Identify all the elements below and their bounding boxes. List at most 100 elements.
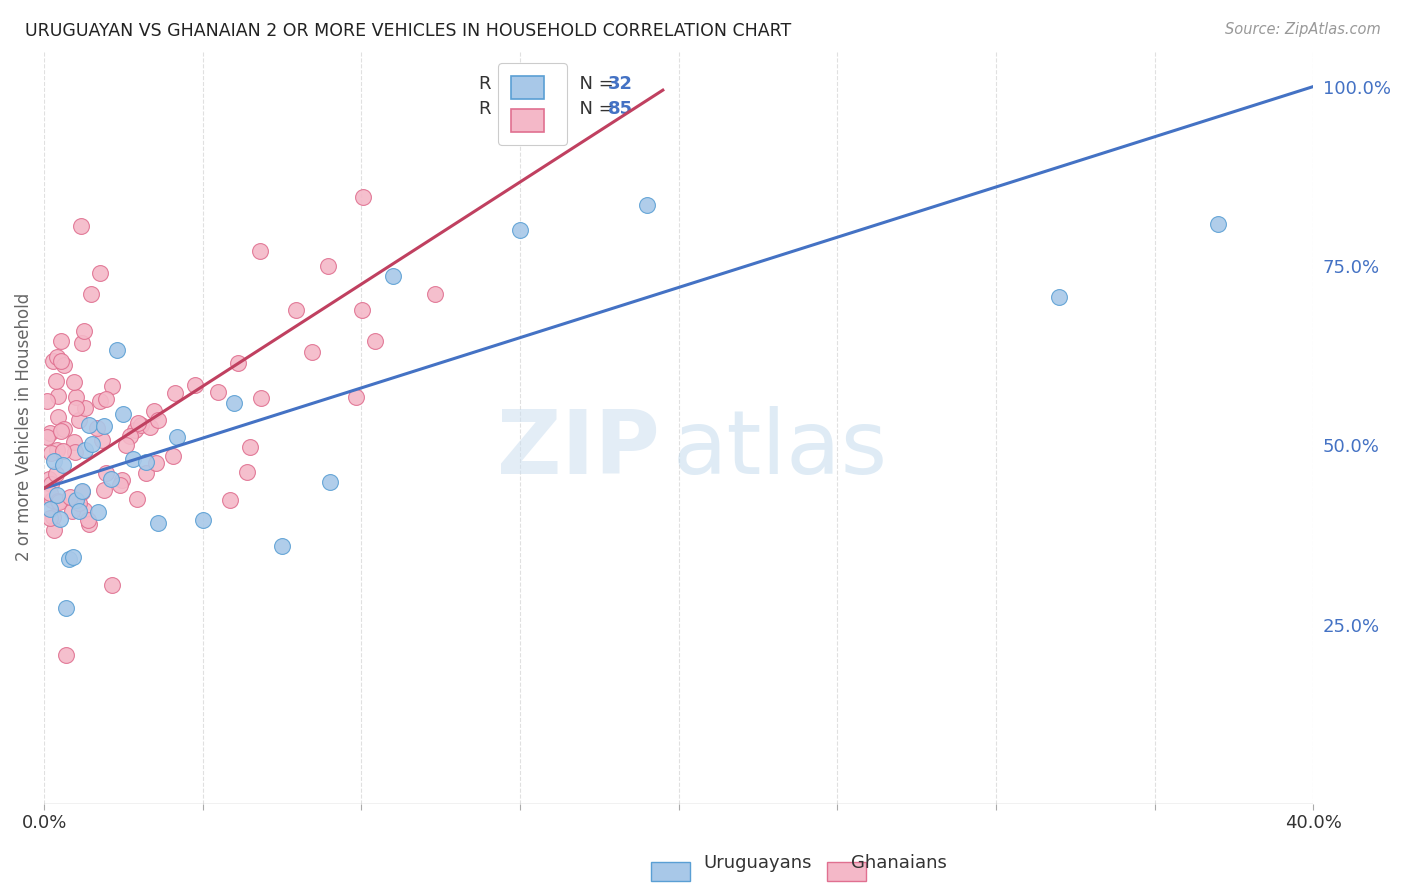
Point — [352, 303, 374, 318]
Point — [58, 552, 80, 566]
Point — [44, 523, 66, 537]
Point — [191, 513, 214, 527]
Point — [62, 550, 84, 565]
Point — [65, 401, 87, 416]
Text: R =: R = — [479, 75, 519, 93]
Point — [344, 390, 367, 404]
Point — [239, 440, 262, 454]
Point — [45, 467, 67, 482]
Point — [352, 190, 374, 204]
Text: 0.403: 0.403 — [512, 100, 568, 118]
Point — [46, 389, 69, 403]
Text: R =: R = — [479, 100, 519, 118]
Point — [250, 392, 273, 406]
Point — [636, 198, 658, 212]
Point — [148, 516, 170, 530]
Point — [93, 483, 115, 497]
Point — [127, 417, 149, 431]
Point — [45, 374, 67, 388]
Point — [39, 477, 62, 491]
Point — [108, 478, 131, 492]
Point — [120, 428, 142, 442]
Point — [111, 473, 134, 487]
Point — [94, 392, 117, 407]
Point — [37, 430, 59, 444]
Point — [226, 356, 249, 370]
Point — [166, 430, 188, 444]
Point — [105, 343, 128, 358]
Point — [38, 511, 60, 525]
Point — [49, 424, 72, 438]
Point — [70, 483, 93, 498]
Point — [55, 600, 77, 615]
Point — [135, 455, 157, 469]
Point — [72, 324, 94, 338]
Point — [115, 438, 138, 452]
Point — [1049, 290, 1071, 304]
Point — [207, 384, 229, 399]
Point — [62, 434, 84, 449]
Point — [285, 303, 308, 318]
Point — [271, 539, 294, 553]
Point — [318, 475, 340, 489]
Y-axis label: 2 or more Vehicles in Household: 2 or more Vehicles in Household — [15, 293, 32, 561]
Point — [45, 488, 67, 502]
Point — [69, 496, 91, 510]
Point — [73, 503, 96, 517]
Point — [55, 648, 77, 662]
Point — [316, 259, 339, 273]
Point — [39, 501, 62, 516]
Point — [146, 412, 169, 426]
Point — [75, 401, 97, 416]
Point — [89, 266, 111, 280]
Text: 32: 32 — [607, 75, 633, 93]
Point — [76, 513, 98, 527]
Point — [100, 379, 122, 393]
Point — [52, 444, 75, 458]
Point — [509, 223, 531, 237]
Point — [39, 446, 62, 460]
Point — [60, 504, 83, 518]
Point — [70, 219, 93, 233]
Point — [42, 454, 65, 468]
Point — [86, 420, 108, 434]
Point — [87, 505, 110, 519]
Point — [48, 495, 70, 509]
Point — [143, 404, 166, 418]
Point — [224, 396, 246, 410]
Point — [41, 492, 63, 507]
Text: Source: ZipAtlas.com: Source: ZipAtlas.com — [1225, 22, 1381, 37]
Point — [46, 443, 69, 458]
Legend: , : , — [499, 63, 567, 145]
Point — [91, 434, 114, 448]
Point — [100, 578, 122, 592]
Text: atlas: atlas — [672, 407, 887, 493]
Point — [67, 504, 90, 518]
Text: 85: 85 — [607, 100, 633, 118]
Point — [49, 512, 72, 526]
Point — [382, 268, 405, 283]
Point — [131, 417, 153, 432]
Point — [39, 486, 62, 500]
Point — [72, 485, 94, 500]
Text: N =: N = — [568, 100, 620, 118]
Point — [75, 442, 97, 457]
Point — [59, 491, 82, 505]
Text: ZIP: ZIP — [496, 407, 659, 493]
Point — [163, 386, 186, 401]
Point — [63, 375, 86, 389]
Point — [41, 354, 63, 368]
Point — [77, 417, 100, 432]
Point — [423, 287, 446, 301]
Point — [38, 473, 60, 487]
Point — [1206, 217, 1229, 231]
Point — [219, 493, 242, 508]
Point — [89, 394, 111, 409]
Point — [184, 378, 207, 392]
Point — [65, 390, 87, 404]
Text: URUGUAYAN VS GHANAIAN 2 OR MORE VEHICLES IN HOUSEHOLD CORRELATION CHART: URUGUAYAN VS GHANAIAN 2 OR MORE VEHICLES… — [25, 22, 792, 40]
Point — [80, 287, 103, 301]
Point — [135, 466, 157, 480]
Point — [51, 334, 73, 348]
Point — [65, 445, 87, 459]
